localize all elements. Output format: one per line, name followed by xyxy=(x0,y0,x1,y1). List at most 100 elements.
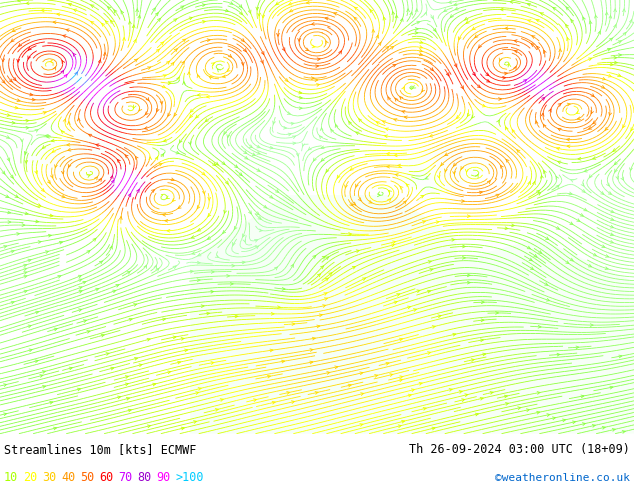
FancyArrowPatch shape xyxy=(590,324,593,326)
FancyArrowPatch shape xyxy=(375,374,378,377)
FancyArrowPatch shape xyxy=(605,127,608,130)
FancyArrowPatch shape xyxy=(212,163,216,166)
FancyArrowPatch shape xyxy=(299,91,302,94)
FancyArrowPatch shape xyxy=(252,153,256,155)
FancyArrowPatch shape xyxy=(353,202,356,205)
FancyArrowPatch shape xyxy=(239,172,242,175)
FancyArrowPatch shape xyxy=(398,425,401,428)
FancyArrowPatch shape xyxy=(243,239,245,242)
FancyArrowPatch shape xyxy=(116,285,119,287)
FancyArrowPatch shape xyxy=(609,15,612,18)
FancyArrowPatch shape xyxy=(601,192,604,195)
FancyArrowPatch shape xyxy=(249,145,252,147)
FancyArrowPatch shape xyxy=(614,162,618,165)
FancyArrowPatch shape xyxy=(482,104,486,107)
FancyArrowPatch shape xyxy=(191,236,195,238)
FancyArrowPatch shape xyxy=(282,288,285,290)
FancyArrowPatch shape xyxy=(391,244,394,246)
FancyArrowPatch shape xyxy=(26,2,29,4)
FancyArrowPatch shape xyxy=(15,106,18,109)
FancyArrowPatch shape xyxy=(139,364,142,367)
FancyArrowPatch shape xyxy=(53,67,56,70)
FancyArrowPatch shape xyxy=(26,126,29,129)
FancyArrowPatch shape xyxy=(514,40,517,43)
FancyArrowPatch shape xyxy=(408,394,411,397)
FancyArrowPatch shape xyxy=(42,370,46,373)
FancyArrowPatch shape xyxy=(344,185,347,188)
FancyArrowPatch shape xyxy=(110,21,113,24)
FancyArrowPatch shape xyxy=(173,336,176,339)
FancyArrowPatch shape xyxy=(68,148,71,151)
FancyArrowPatch shape xyxy=(311,77,314,79)
FancyArrowPatch shape xyxy=(67,144,70,146)
FancyArrowPatch shape xyxy=(290,9,293,12)
FancyArrowPatch shape xyxy=(537,392,540,394)
FancyArrowPatch shape xyxy=(270,349,273,352)
FancyArrowPatch shape xyxy=(349,122,351,124)
FancyArrowPatch shape xyxy=(321,266,323,269)
FancyArrowPatch shape xyxy=(177,77,179,80)
FancyArrowPatch shape xyxy=(462,399,465,401)
FancyArrowPatch shape xyxy=(360,372,363,375)
FancyArrowPatch shape xyxy=(567,138,569,141)
FancyArrowPatch shape xyxy=(567,145,570,147)
FancyArrowPatch shape xyxy=(402,111,405,113)
FancyArrowPatch shape xyxy=(171,63,174,66)
FancyArrowPatch shape xyxy=(181,338,184,340)
FancyArrowPatch shape xyxy=(61,131,64,134)
FancyArrowPatch shape xyxy=(174,19,177,22)
FancyArrowPatch shape xyxy=(536,20,540,22)
FancyArrowPatch shape xyxy=(623,124,625,127)
FancyArrowPatch shape xyxy=(552,417,555,419)
Text: Streamlines 10m [kts] ECMWF: Streamlines 10m [kts] ECMWF xyxy=(4,443,197,456)
FancyArrowPatch shape xyxy=(430,269,433,271)
Text: 50: 50 xyxy=(80,471,94,484)
FancyArrowPatch shape xyxy=(96,288,99,291)
FancyArrowPatch shape xyxy=(325,278,328,281)
FancyArrowPatch shape xyxy=(126,376,128,378)
FancyArrowPatch shape xyxy=(580,214,583,216)
FancyArrowPatch shape xyxy=(614,9,616,12)
FancyArrowPatch shape xyxy=(38,241,41,244)
FancyArrowPatch shape xyxy=(239,4,242,7)
FancyArrowPatch shape xyxy=(377,194,380,196)
FancyArrowPatch shape xyxy=(411,389,415,392)
FancyArrowPatch shape xyxy=(167,371,171,374)
FancyArrowPatch shape xyxy=(249,211,251,214)
FancyArrowPatch shape xyxy=(449,389,452,391)
FancyArrowPatch shape xyxy=(471,359,474,362)
FancyArrowPatch shape xyxy=(314,79,318,82)
FancyArrowPatch shape xyxy=(60,242,62,244)
FancyArrowPatch shape xyxy=(281,360,285,363)
FancyArrowPatch shape xyxy=(174,113,177,116)
FancyArrowPatch shape xyxy=(310,349,313,351)
FancyArrowPatch shape xyxy=(240,12,242,15)
FancyArrowPatch shape xyxy=(254,240,257,242)
FancyArrowPatch shape xyxy=(161,154,164,157)
FancyArrowPatch shape xyxy=(529,258,532,261)
FancyArrowPatch shape xyxy=(87,175,90,177)
FancyArrowPatch shape xyxy=(134,59,138,62)
FancyArrowPatch shape xyxy=(326,169,329,172)
FancyArrowPatch shape xyxy=(126,383,128,386)
FancyArrowPatch shape xyxy=(424,12,427,15)
FancyArrowPatch shape xyxy=(467,281,470,284)
FancyArrowPatch shape xyxy=(145,127,148,129)
FancyArrowPatch shape xyxy=(87,250,90,253)
FancyArrowPatch shape xyxy=(42,386,46,388)
FancyArrowPatch shape xyxy=(159,163,162,166)
FancyArrowPatch shape xyxy=(385,47,389,49)
FancyArrowPatch shape xyxy=(577,219,580,221)
FancyArrowPatch shape xyxy=(223,75,226,78)
FancyArrowPatch shape xyxy=(51,139,55,142)
FancyArrowPatch shape xyxy=(325,298,327,300)
FancyArrowPatch shape xyxy=(391,47,394,49)
FancyArrowPatch shape xyxy=(79,287,82,289)
FancyArrowPatch shape xyxy=(582,190,585,192)
FancyArrowPatch shape xyxy=(490,392,493,394)
FancyArrowPatch shape xyxy=(425,176,429,179)
FancyArrowPatch shape xyxy=(122,38,126,41)
FancyArrowPatch shape xyxy=(37,204,41,206)
FancyArrowPatch shape xyxy=(129,318,132,321)
FancyArrowPatch shape xyxy=(62,61,65,64)
